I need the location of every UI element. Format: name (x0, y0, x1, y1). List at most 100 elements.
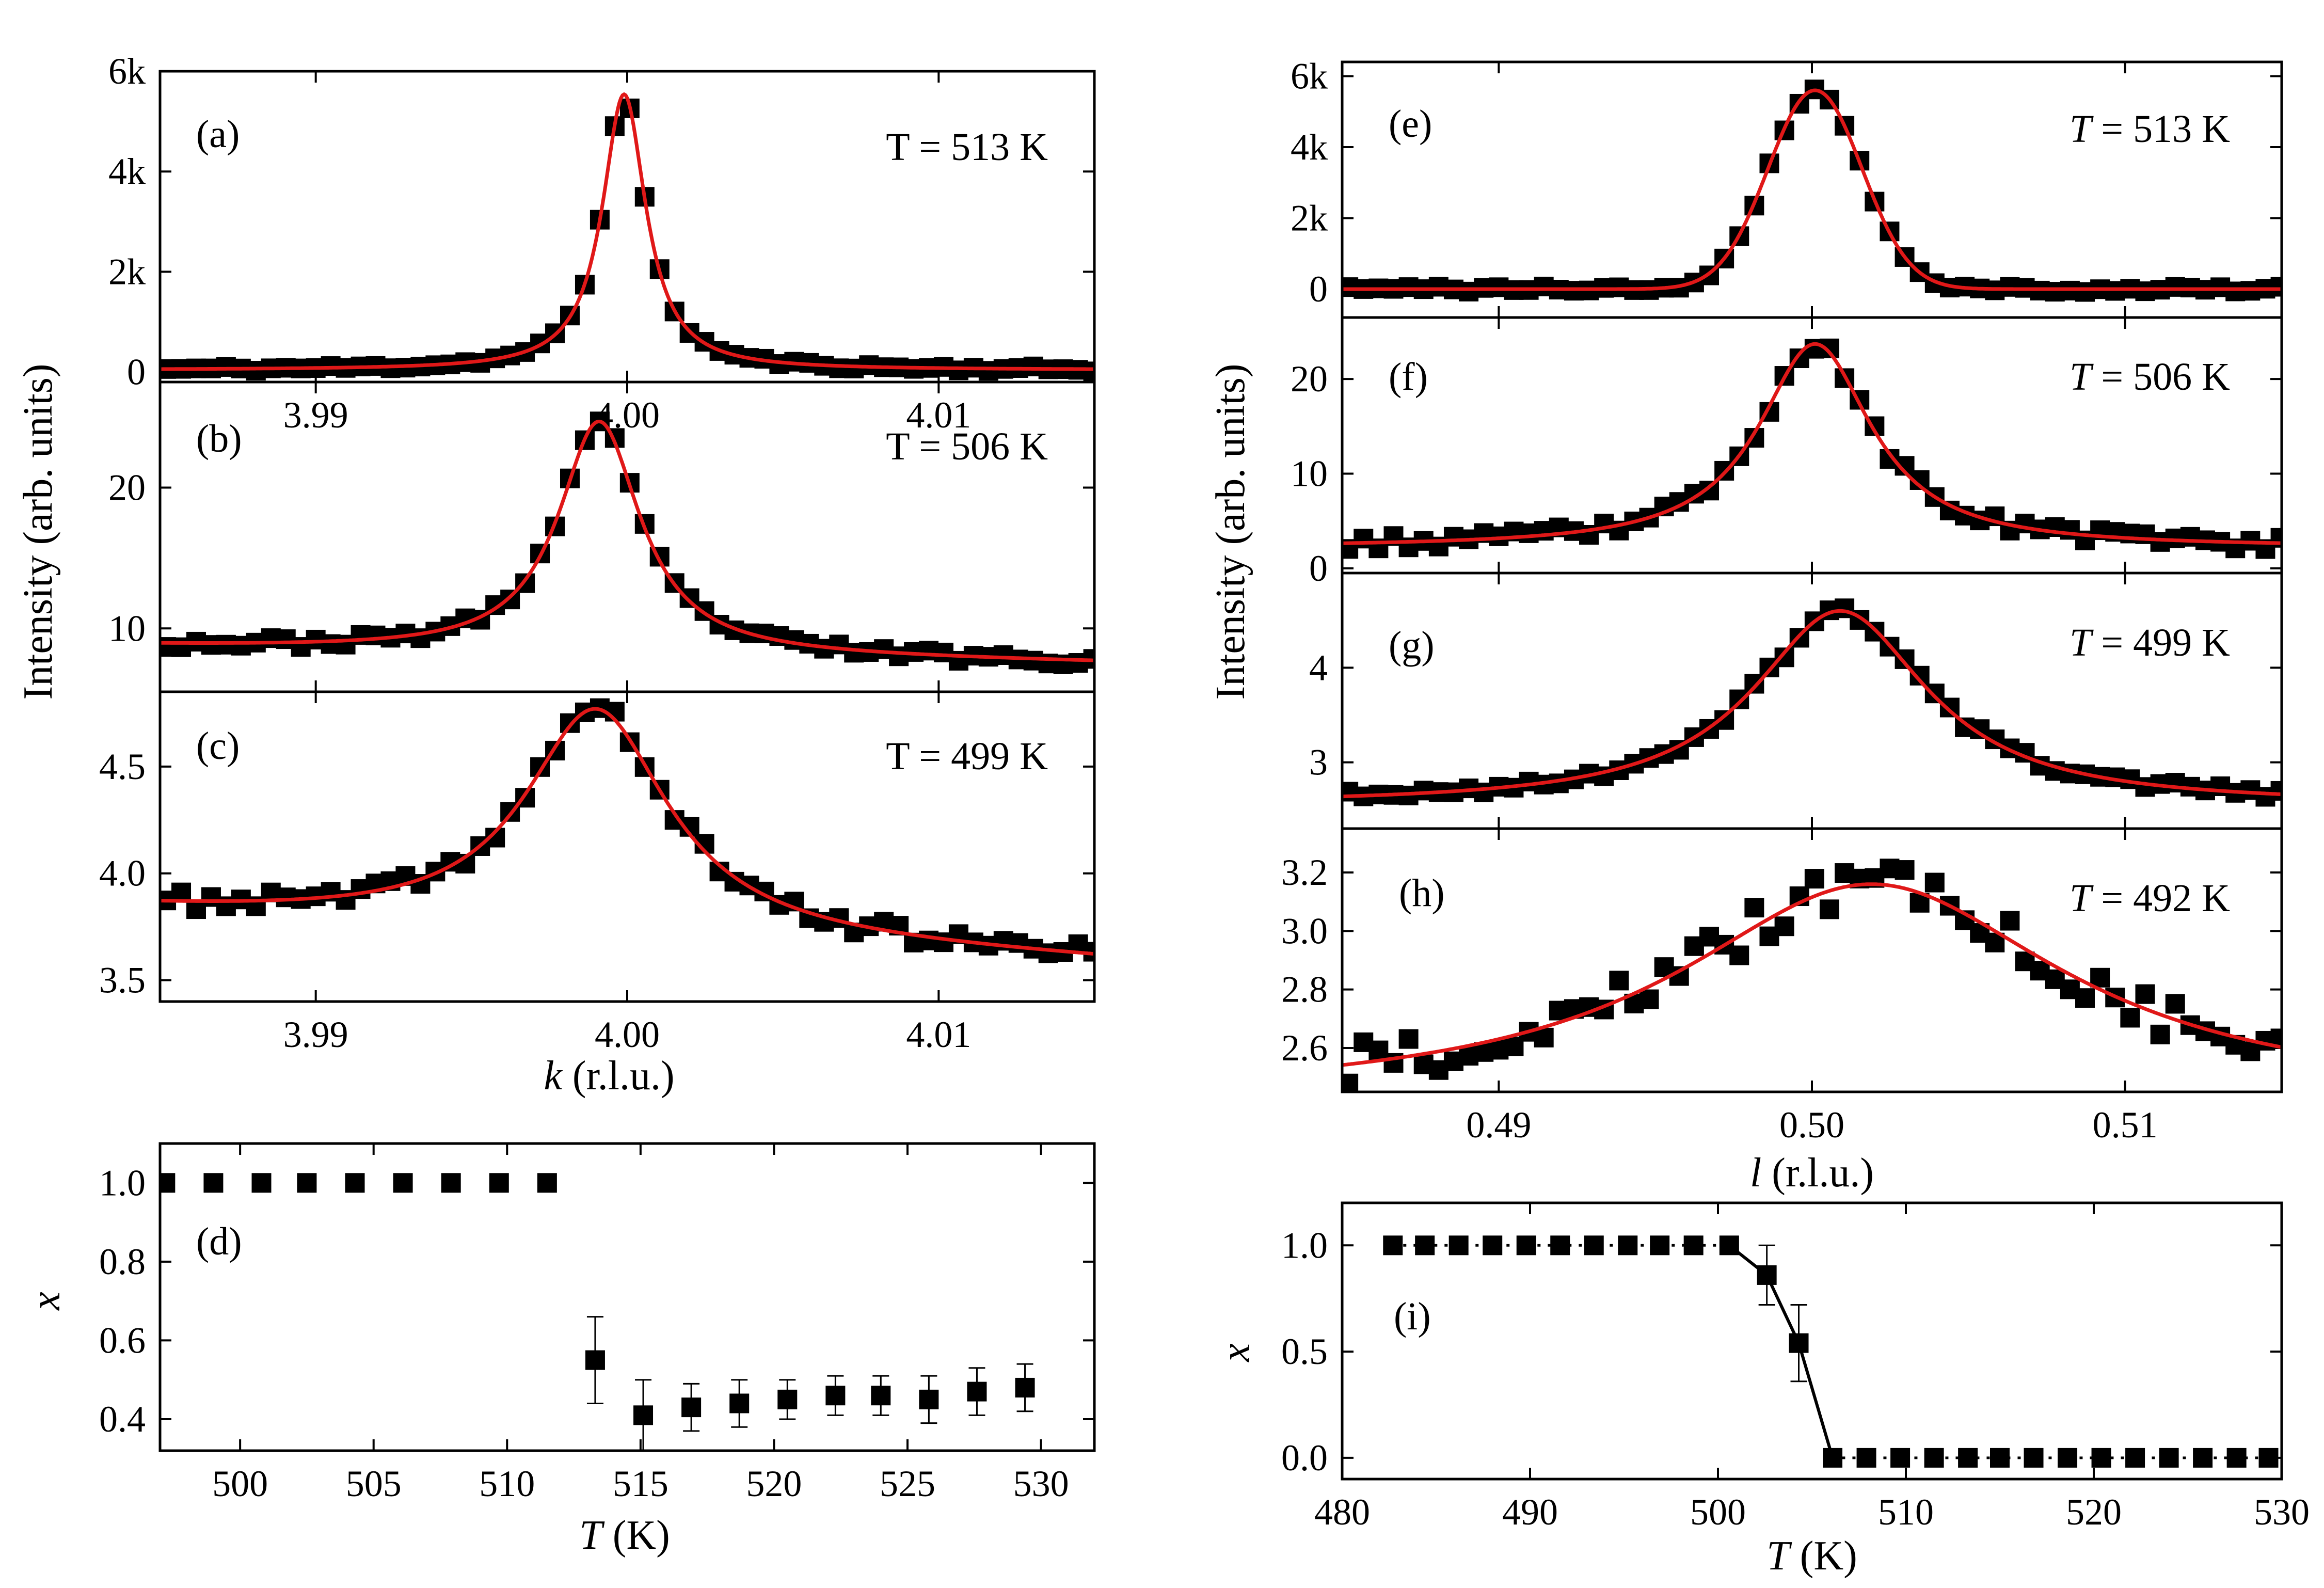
transition-line-i (1728, 1244, 1834, 1458)
data-point-i (1924, 1448, 1944, 1468)
xtick-label-i: 480 (1314, 1491, 1370, 1533)
data-point-i (2226, 1448, 2247, 1468)
data-point-i (1757, 1265, 1777, 1285)
panel-g: 3 4 (g) T = 499 K (1309, 571, 2283, 830)
ytick-label-c: 3.5 (99, 960, 146, 1001)
panel-label-c: (c) (196, 724, 240, 768)
data-point-d (777, 1389, 798, 1409)
temperature-label-b: T = 506 K (886, 425, 1048, 468)
xtick-label-i: 510 (1878, 1491, 1934, 1533)
ytick-label-g: 3 (1309, 742, 1328, 783)
ytick-label-c: 4.0 (99, 853, 146, 894)
panel-label-d: (d) (196, 1220, 242, 1263)
xtick-label-d: 530 (1013, 1463, 1069, 1504)
axes-frame-c (158, 690, 1096, 1003)
data-point-d (160, 1173, 176, 1193)
ytick-label-d: 1.0 (99, 1162, 146, 1203)
ytick-label-e: 4k (1291, 126, 1328, 168)
ytick-label-d: 0.4 (99, 1399, 146, 1440)
data-point-e (2270, 277, 2282, 297)
ytick-label-g: 4 (1309, 647, 1328, 688)
ytick-label-i: 0.5 (1281, 1331, 1328, 1372)
panel-i: 0.0 0.5 1.0 480 490 500 510 520 530 (i) (1281, 1201, 2310, 1533)
ytick-label-a: 4k (108, 151, 146, 192)
panel-c: 3.5 4.0 4.5 3.99 4.00 4.01 (c) T = 499 K (99, 690, 1096, 1055)
data-point-h (1804, 869, 1824, 889)
data-point-i (1958, 1448, 1978, 1468)
xtick-label-h: 0.51 (2093, 1104, 2158, 1146)
temperature-label-c: T = 499 K (886, 735, 1048, 778)
data-point-i (1990, 1448, 2010, 1468)
xtick-label-h: 0.50 (1779, 1104, 1844, 1146)
data-point-c (171, 882, 192, 902)
data-point-i (1618, 1235, 1638, 1256)
ytick-label-e: 2k (1291, 198, 1328, 239)
data-point-h (1342, 1073, 1359, 1092)
axes-frame-d (158, 1142, 1096, 1452)
left-x-axis-title: x (23, 1292, 69, 1311)
xtick-label-c: 4.01 (906, 1014, 971, 1055)
temperature-label-g: T = 499 K (2070, 621, 2230, 664)
panel-b: 10 20 (b) T = 506 K (108, 380, 1096, 693)
data-point-i (2193, 1448, 2213, 1468)
data-point-h (1609, 971, 1629, 991)
data-point-d (729, 1393, 750, 1414)
plot-area-h (1342, 859, 2282, 1092)
xtick-label-d: 520 (746, 1463, 802, 1504)
ytick-label-b: 10 (108, 608, 146, 649)
connector-line-i (1393, 1244, 2269, 1459)
panel-label-i: (i) (1394, 1295, 1431, 1338)
panel-label-a: (a) (196, 113, 240, 156)
data-point-d (345, 1173, 365, 1193)
data-point-i (2258, 1448, 2279, 1468)
ytick-label-d: 0.6 (99, 1320, 146, 1361)
ytick-label-f: 20 (1291, 358, 1328, 400)
data-point-i (1516, 1235, 1536, 1256)
data-point-d (1015, 1377, 1035, 1398)
fit-curve-h (1342, 882, 2282, 1067)
xtick-label-d: 515 (613, 1463, 668, 1504)
ytick-label-e: 6k (1291, 56, 1328, 97)
ytick-label-e: 0 (1309, 268, 1328, 310)
data-point-i (2091, 1448, 2111, 1468)
data-point-h (1534, 1027, 1554, 1047)
plot-area-e (1342, 80, 2282, 302)
xtick-label-d: 505 (346, 1463, 402, 1504)
data-point-h (2090, 967, 2110, 988)
data-point-h (1924, 872, 1945, 893)
data-point-d (871, 1386, 891, 1406)
data-point-i (2024, 1448, 2044, 1468)
panel-d: 0.4 0.6 0.8 1.0 500 505 510 515 520 525 530 (d) (99, 1142, 1096, 1504)
data-point-i (2058, 1448, 2078, 1468)
data-point-d (919, 1389, 939, 1409)
plot-area-d (160, 1173, 1035, 1451)
plot-area-a (160, 92, 1094, 382)
data-point-d (537, 1173, 557, 1193)
temperature-label-e: T = 513 K (2070, 107, 2230, 151)
xtick-label-i: 500 (1690, 1491, 1746, 1533)
data-point-h (1774, 916, 1794, 936)
ytick-label-h: 2.6 (1281, 1027, 1328, 1069)
data-point-h (1729, 945, 1749, 965)
data-point-d (967, 1381, 987, 1402)
xtick-label-d: 510 (479, 1463, 535, 1504)
data-point-h (1895, 860, 1915, 880)
data-point-i (1890, 1448, 1911, 1468)
plot-area-g (1342, 598, 2282, 807)
ytick-label-d: 0.8 (99, 1241, 146, 1282)
ytick-label-a: 0 (127, 352, 146, 393)
ytick-label-i: 0.0 (1281, 1437, 1328, 1479)
left-intensity-axis-title: Intensity (arb. units) (15, 364, 61, 700)
fit-curve-f (1342, 342, 2282, 545)
data-point-h (2270, 1028, 2282, 1049)
data-point-i (1856, 1448, 1876, 1468)
ytick-label-h: 2.8 (1281, 969, 1328, 1010)
fit-curve-a (160, 92, 1094, 371)
panel-label-h: (h) (1399, 871, 1445, 915)
data-point-h (2000, 911, 2020, 931)
data-point-h (2075, 988, 2095, 1008)
data-point-i (1550, 1235, 1570, 1256)
data-point-i (1584, 1235, 1604, 1256)
